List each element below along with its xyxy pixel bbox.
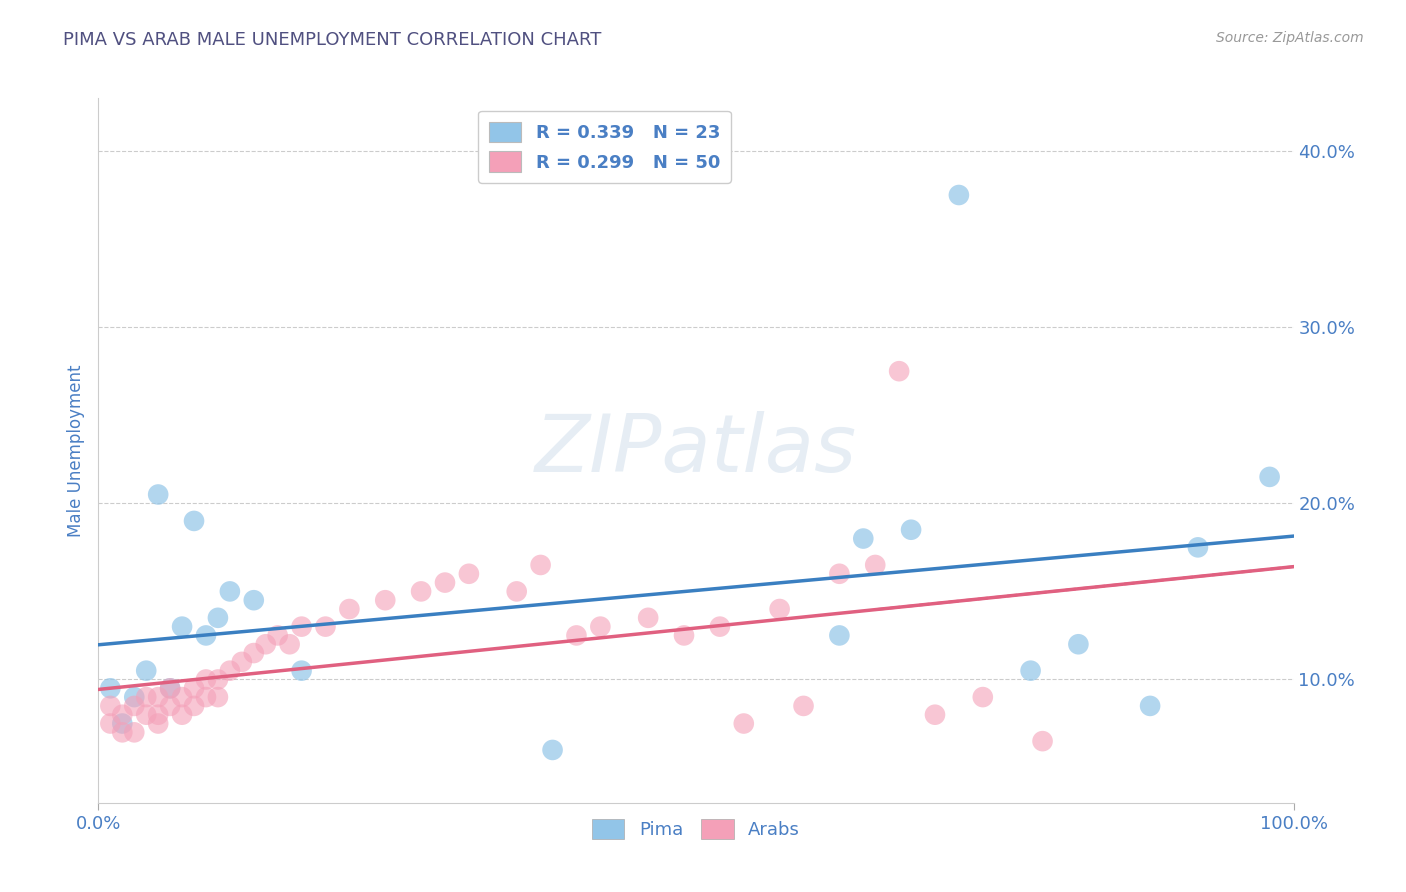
Point	[434, 575, 457, 590]
Point	[148, 716, 170, 731]
Point	[315, 619, 337, 633]
Point	[1032, 734, 1054, 748]
Point	[219, 664, 242, 678]
Point	[1187, 541, 1209, 555]
Text: Source: ZipAtlas.com: Source: ZipAtlas.com	[1216, 31, 1364, 45]
Point	[291, 664, 314, 678]
Point	[733, 716, 755, 731]
Text: PIMA VS ARAB MALE UNEMPLOYMENT CORRELATION CHART: PIMA VS ARAB MALE UNEMPLOYMENT CORRELATI…	[63, 31, 602, 49]
Point	[541, 743, 564, 757]
Point	[124, 698, 146, 713]
Point	[148, 707, 170, 722]
Y-axis label: Male Unemployment: Male Unemployment	[66, 364, 84, 537]
Point	[231, 655, 253, 669]
Point	[972, 690, 994, 705]
Point	[135, 707, 157, 722]
Point	[111, 725, 134, 739]
Point	[148, 487, 170, 501]
Text: ZIPatlas: ZIPatlas	[534, 411, 858, 490]
Point	[530, 558, 553, 572]
Legend: Pima, Arabs: Pima, Arabs	[585, 812, 807, 847]
Point	[195, 628, 218, 642]
Point	[219, 584, 242, 599]
Point	[889, 364, 911, 378]
Point	[124, 725, 146, 739]
Point	[159, 698, 181, 713]
Point	[183, 698, 205, 713]
Point	[458, 566, 481, 581]
Point	[195, 690, 218, 705]
Point	[1019, 664, 1042, 678]
Point	[98, 716, 122, 731]
Point	[98, 681, 122, 696]
Point	[506, 584, 529, 599]
Point	[565, 628, 588, 642]
Point	[172, 619, 194, 633]
Point	[172, 690, 194, 705]
Point	[183, 681, 205, 696]
Point	[865, 558, 887, 572]
Point	[637, 611, 659, 625]
Point	[135, 690, 157, 705]
Point	[183, 514, 205, 528]
Point	[135, 664, 157, 678]
Point	[291, 619, 314, 633]
Point	[111, 716, 134, 731]
Point	[339, 602, 361, 616]
Point	[828, 628, 851, 642]
Point	[98, 698, 122, 713]
Point	[900, 523, 922, 537]
Point	[1067, 637, 1090, 651]
Point	[159, 681, 181, 696]
Point	[793, 698, 815, 713]
Point	[1258, 470, 1281, 484]
Point	[111, 707, 134, 722]
Point	[769, 602, 792, 616]
Point	[589, 619, 612, 633]
Point	[709, 619, 731, 633]
Point	[195, 673, 218, 687]
Point	[207, 673, 229, 687]
Point	[207, 611, 229, 625]
Point	[924, 707, 946, 722]
Point	[828, 566, 851, 581]
Point	[948, 188, 970, 202]
Point	[374, 593, 396, 607]
Point	[243, 593, 266, 607]
Point	[852, 532, 875, 546]
Point	[267, 628, 290, 642]
Point	[159, 681, 181, 696]
Point	[207, 690, 229, 705]
Point	[172, 707, 194, 722]
Point	[278, 637, 301, 651]
Point	[124, 690, 146, 705]
Point	[148, 690, 170, 705]
Point	[243, 646, 266, 660]
Point	[1139, 698, 1161, 713]
Point	[673, 628, 696, 642]
Point	[254, 637, 277, 651]
Point	[411, 584, 433, 599]
